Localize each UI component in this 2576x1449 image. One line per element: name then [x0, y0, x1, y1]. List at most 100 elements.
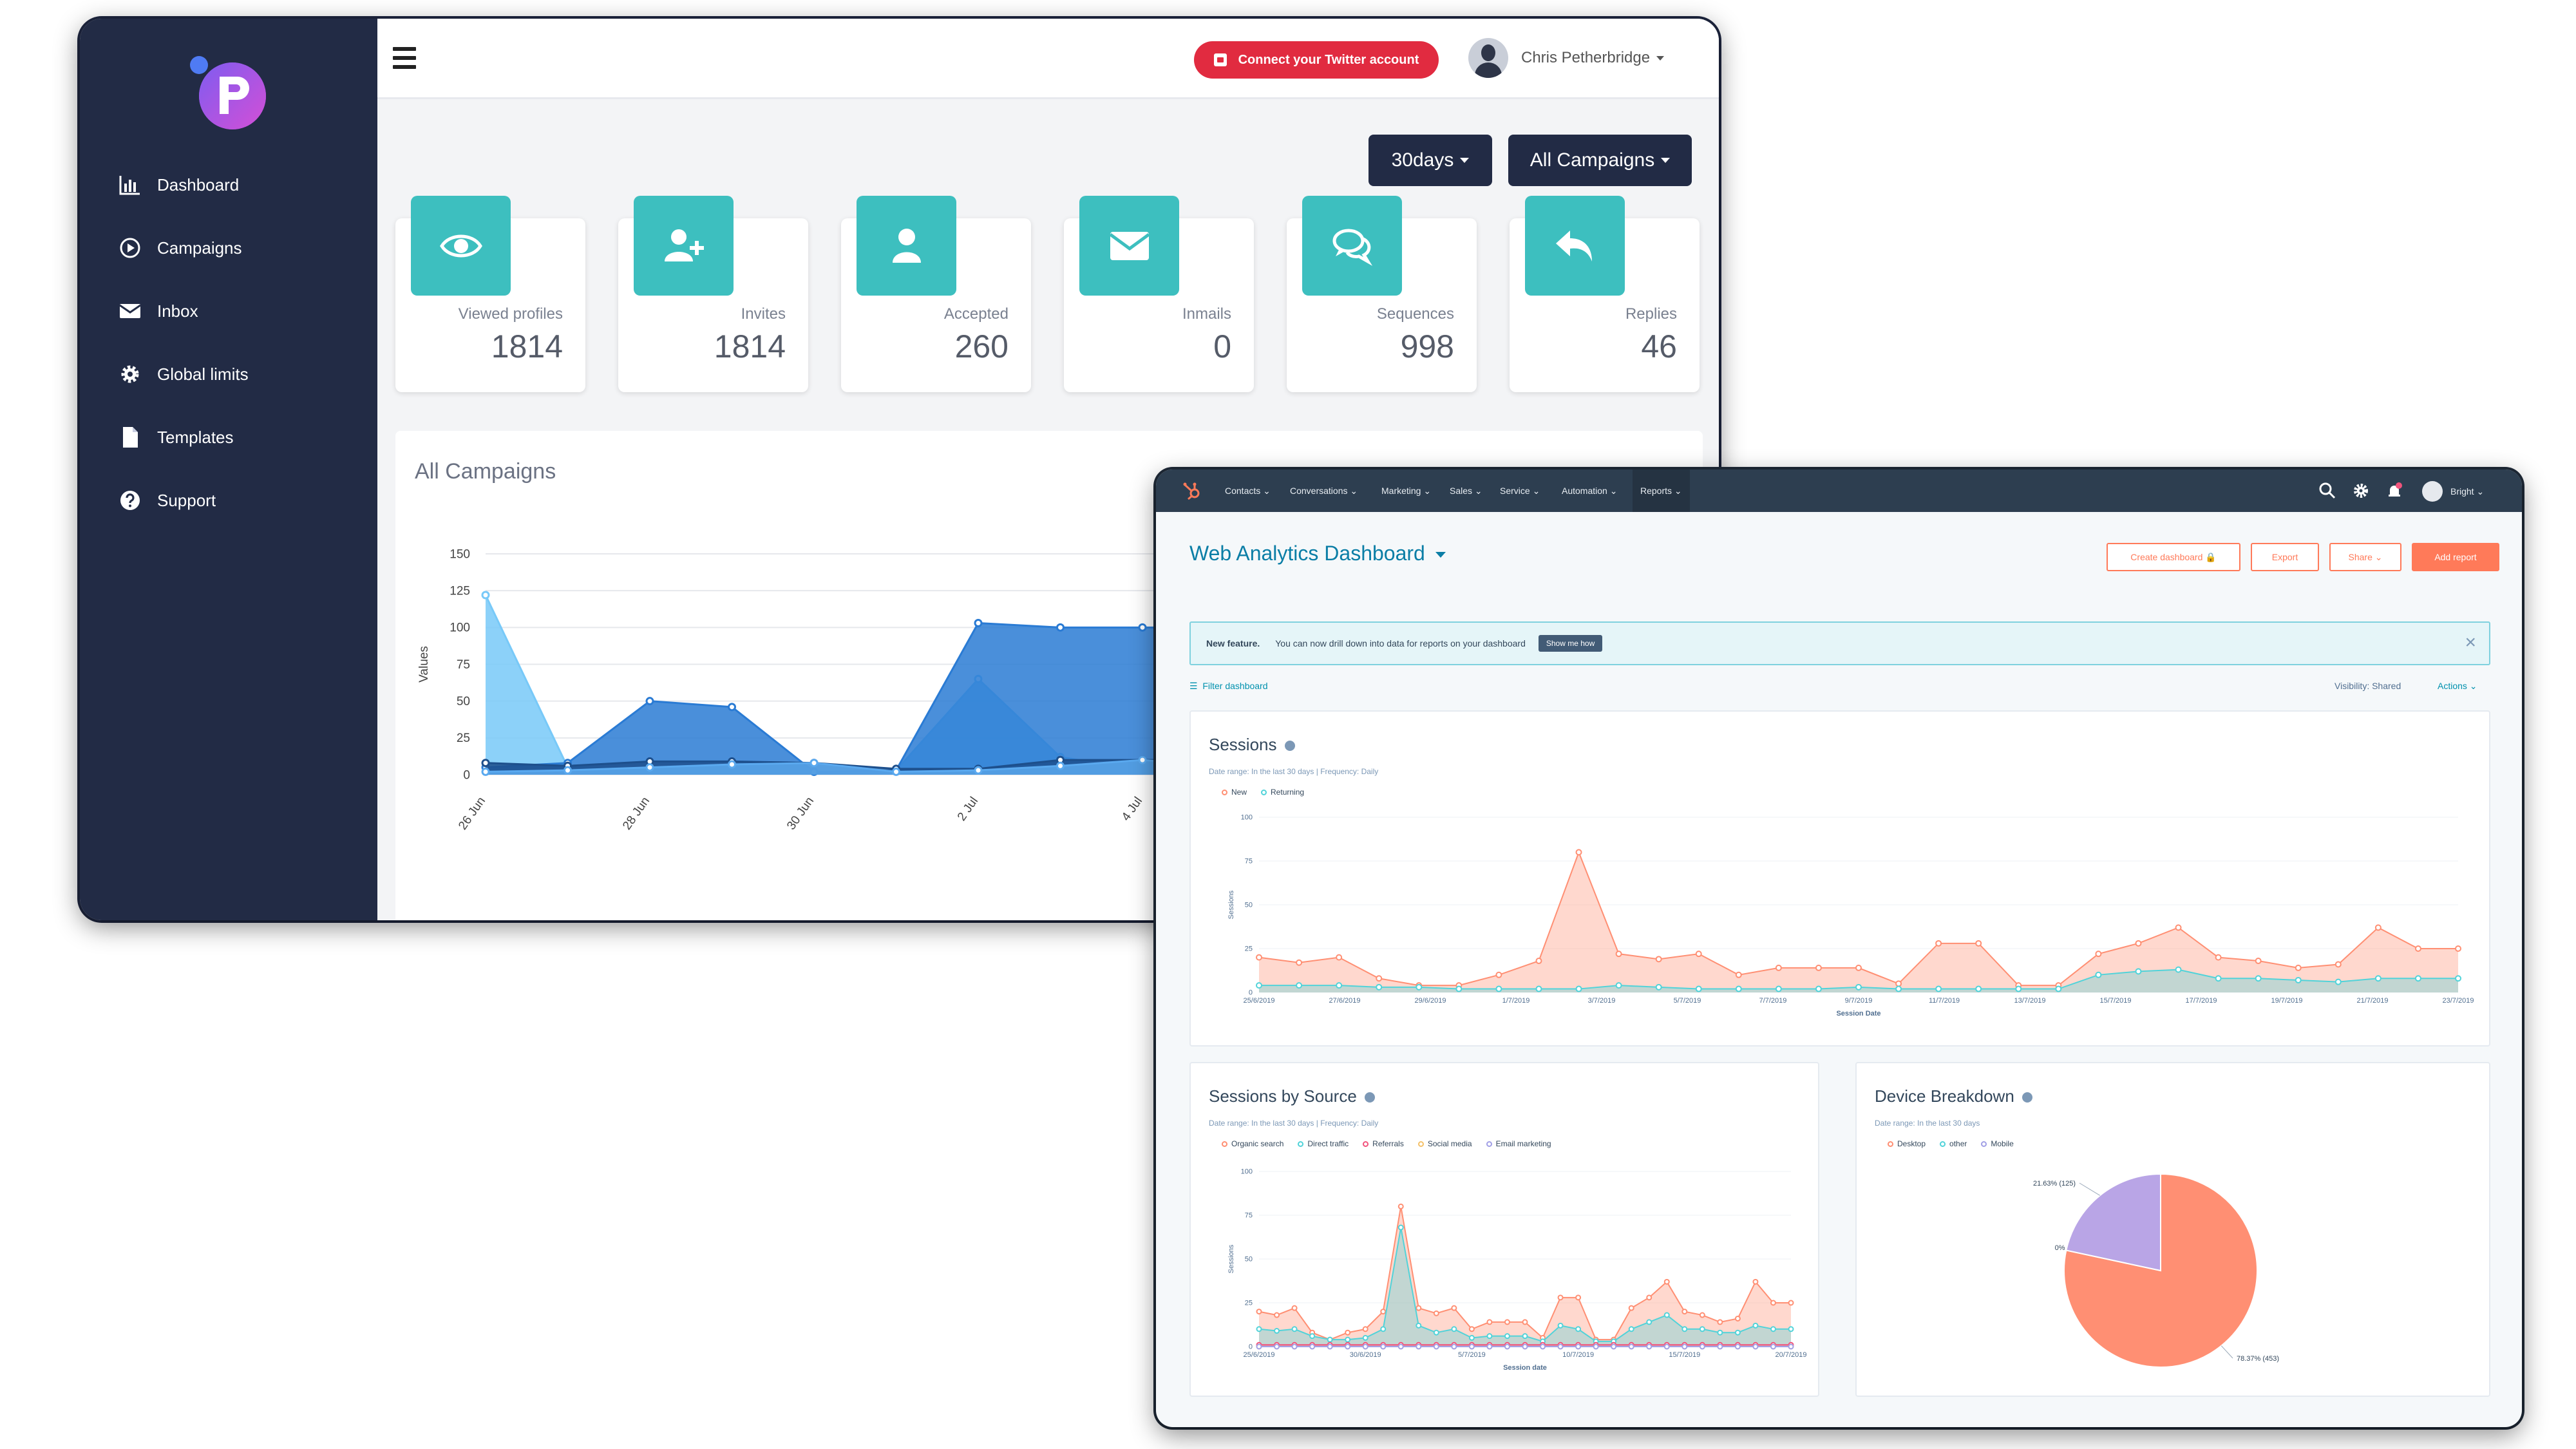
nav-label: Automation	[1562, 486, 1607, 496]
data-point	[1699, 1343, 1705, 1350]
sidebar-item-campaigns[interactable]: Campaigns	[118, 229, 242, 267]
dashboard-title-dropdown[interactable]: Web Analytics Dashboard	[1189, 542, 1446, 565]
nav-service[interactable]: Service ⌄	[1500, 486, 1540, 496]
sidebar-item-global-limits[interactable]: Global limits	[118, 355, 249, 393]
info-icon[interactable]	[1364, 1092, 1375, 1103]
sidebar-item-templates[interactable]: Templates	[118, 418, 234, 457]
sidebar-item-dashboard[interactable]: Dashboard	[118, 166, 239, 204]
y-tick-label: 25	[457, 732, 470, 745]
legend-item[interactable]: Direct traffic	[1298, 1139, 1349, 1148]
legend-label: New	[1231, 788, 1247, 797]
data-point	[2455, 975, 2461, 982]
stat-label: Sequences	[1376, 305, 1454, 323]
data-point	[1376, 975, 1383, 982]
chat-bubbles-icon	[1332, 229, 1372, 266]
data-point	[1575, 1343, 1582, 1350]
show-me-how-button[interactable]: Show me how	[1538, 635, 1603, 652]
data-point	[1815, 985, 1822, 992]
settings-gear-icon[interactable]	[2351, 481, 2371, 500]
close-icon[interactable]: ×	[2465, 632, 2476, 653]
legend-item[interactable]: Email marketing	[1486, 1139, 1551, 1148]
stat-value: 998	[1400, 328, 1454, 365]
data-point	[1775, 964, 1782, 971]
sidebar-item-inbox[interactable]: Inbox	[118, 292, 198, 330]
legend-marker	[1940, 1141, 1946, 1148]
nav-conversations[interactable]: Conversations ⌄	[1290, 486, 1358, 496]
notification-bell-icon[interactable]	[2385, 481, 2404, 500]
legend-item[interactable]: New	[1222, 788, 1247, 797]
nav-reports[interactable]: Reports ⌄	[1633, 469, 1690, 512]
y-tick-label: 75	[1245, 858, 1253, 866]
export-button[interactable]: Export	[2251, 543, 2319, 571]
info-icon[interactable]	[1284, 741, 1295, 752]
card-meta: Date range: In the last 30 days | Freque…	[1209, 1119, 1379, 1128]
legend-item[interactable]: other	[1940, 1139, 1967, 1148]
account-menu[interactable]: Bright ⌄	[2422, 481, 2484, 502]
data-point	[892, 767, 900, 776]
nav-sales[interactable]: Sales ⌄	[1450, 486, 1482, 496]
stat-icon-tile	[1525, 196, 1625, 296]
create-dashboard-button[interactable]: Create dashboard 🔒	[2107, 543, 2240, 571]
data-point	[1646, 1294, 1653, 1301]
connect-twitter-button[interactable]: Connect your Twitter account	[1194, 41, 1439, 79]
info-icon[interactable]	[2022, 1092, 2032, 1103]
caret-down-icon	[1435, 552, 1446, 558]
nav-marketing[interactable]: Marketing ⌄	[1381, 486, 1432, 496]
x-tick-label: 25/6/2019	[1244, 1351, 1275, 1359]
legend-marker	[1222, 1141, 1227, 1148]
connect-twitter-label: Connect your Twitter account	[1238, 52, 1419, 67]
data-point	[1522, 1343, 1528, 1350]
share-button[interactable]: Share ⌄	[2329, 543, 2401, 571]
legend-item[interactable]: Organic search	[1222, 1139, 1283, 1148]
nav-automation[interactable]: Automation ⌄	[1562, 486, 1618, 496]
date-range-dropdown[interactable]: 30days	[1368, 135, 1492, 186]
legend-item[interactable]: Social media	[1417, 1139, 1472, 1148]
caret-down-icon	[1460, 158, 1470, 163]
y-tick-label: 0	[463, 768, 470, 782]
nav-label: Reports	[1640, 486, 1672, 496]
user-menu[interactable]: Chris Petherbridge	[1468, 38, 1665, 78]
legend-item[interactable]: Desktop	[1888, 1139, 1926, 1148]
add-report-button[interactable]: Add report	[2412, 543, 2499, 571]
data-point	[1663, 1343, 1670, 1350]
data-point	[2414, 975, 2421, 982]
search-icon[interactable]	[2318, 481, 2337, 500]
legend-item[interactable]: Mobile	[1981, 1139, 2014, 1148]
sessions-by-source-card: Sessions by Source Date range: In the la…	[1189, 1062, 1819, 1397]
data-point	[1615, 982, 1622, 989]
data-point	[2414, 945, 2421, 952]
pie-leader-line	[2079, 1182, 2101, 1196]
actions-dropdown[interactable]: Actions ⌄	[2438, 681, 2477, 691]
data-point	[1770, 1326, 1776, 1332]
data-point	[2374, 924, 2382, 931]
sidebar-item-support[interactable]: Support	[118, 481, 216, 520]
data-point	[2015, 985, 2022, 992]
data-point	[1309, 1333, 1316, 1340]
stat-card-sequences: Sequences 998	[1287, 196, 1477, 392]
x-tick-label: 4 Jul	[1119, 795, 1145, 824]
data-point	[1486, 1343, 1493, 1350]
x-axis-label: Session date	[1503, 1364, 1547, 1372]
legend-item[interactable]: Returning	[1261, 788, 1304, 797]
x-tick-label: 7/7/2019	[1759, 997, 1787, 1005]
sessions-chart: 0 25 50 75 100 25/6/2019 27/6/2019 29/6/2019 1/7…	[1227, 814, 2474, 1018]
data-point	[1256, 982, 1262, 989]
data-point	[1575, 1294, 1582, 1301]
y-tick-label: 125	[450, 585, 470, 598]
legend-item[interactable]: Referrals	[1363, 1139, 1404, 1148]
data-point	[2175, 924, 2182, 931]
sessions-by-source-chart: 0 25 50 75 100 25/6/2019 30/6/2019 5/7/2019 10/7…	[1227, 1168, 1806, 1372]
data-point	[1646, 1319, 1653, 1325]
hamburger-menu-icon[interactable]	[393, 47, 416, 69]
nav-contacts[interactable]: Contacts ⌄	[1225, 486, 1271, 496]
filter-dashboard-link[interactable]: ☰ Filter dashboard	[1189, 681, 1268, 692]
x-tick-label: 26 Jun	[456, 795, 488, 833]
sprocket-logo-icon[interactable]	[1182, 481, 1202, 502]
data-point	[1628, 1305, 1634, 1311]
data-point	[1376, 983, 1383, 990]
stat-card-invites: Invites 1814	[618, 196, 808, 392]
campaign-filter-dropdown[interactable]: All Campaigns	[1508, 135, 1692, 186]
top-bar: Connect your Twitter account Chris Pethe…	[377, 19, 1719, 99]
data-point	[1296, 982, 1303, 989]
x-tick-label: 11/7/2019	[1929, 997, 1960, 1005]
